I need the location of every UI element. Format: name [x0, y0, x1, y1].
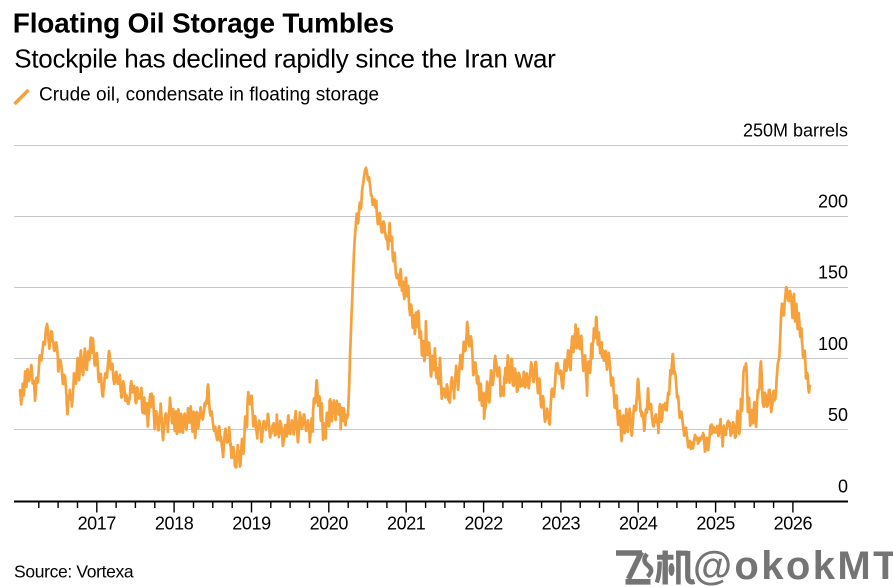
- svg-text:100: 100: [818, 334, 848, 354]
- svg-text:50: 50: [828, 405, 848, 425]
- svg-text:200: 200: [818, 192, 848, 212]
- svg-text:2024: 2024: [619, 514, 658, 534]
- svg-text:2021: 2021: [387, 514, 426, 534]
- svg-text:Stockpile has declined rapidly: Stockpile has declined rapidly since the…: [14, 43, 556, 73]
- svg-text:0: 0: [838, 477, 848, 497]
- svg-text:2025: 2025: [696, 514, 735, 534]
- svg-text:2020: 2020: [310, 514, 349, 534]
- svg-text:150: 150: [818, 263, 848, 283]
- svg-text:@okokMT: @okokMT: [693, 544, 893, 587]
- svg-text:Source: Vortexa: Source: Vortexa: [14, 561, 134, 581]
- svg-text:2022: 2022: [464, 514, 503, 534]
- svg-text:2019: 2019: [232, 514, 271, 534]
- svg-text:2026: 2026: [774, 514, 813, 534]
- svg-text:Crude oil, condensate in float: Crude oil, condensate in floating storag…: [39, 85, 379, 106]
- svg-text:Floating Oil Storage Tumbles: Floating Oil Storage Tumbles: [13, 8, 394, 39]
- svg-text:2023: 2023: [542, 514, 581, 534]
- svg-text:250M barrels: 250M barrels: [743, 121, 848, 141]
- svg-text:2017: 2017: [78, 514, 117, 534]
- svg-text:2018: 2018: [155, 514, 194, 534]
